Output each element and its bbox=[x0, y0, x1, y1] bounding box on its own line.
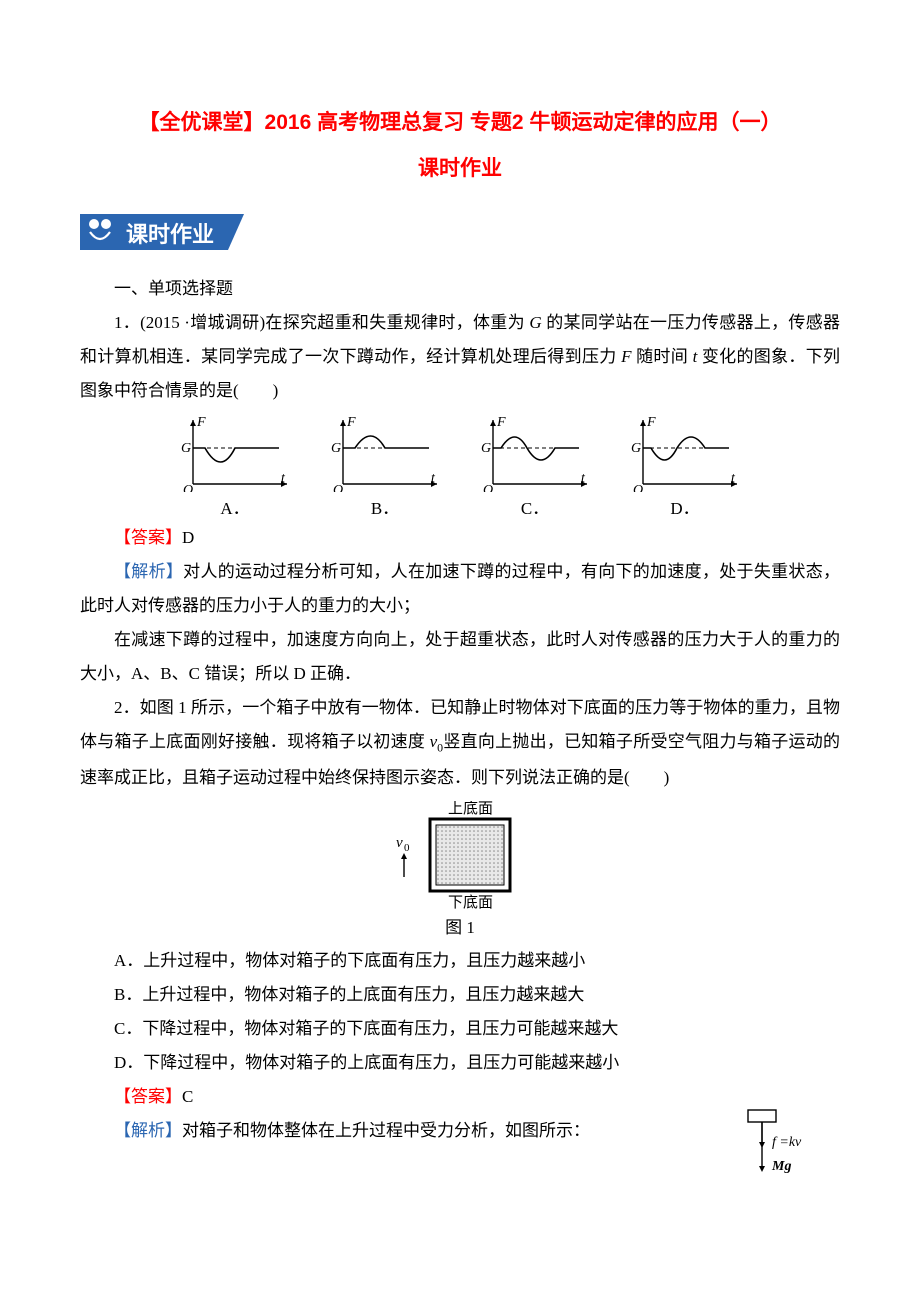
svg-text:O: O bbox=[483, 483, 493, 492]
q2-analysis: 【解析】对箱子和物体整体在上升过程中受力分析，如图所示： bbox=[80, 1114, 840, 1148]
q2-option-C: C．下降过程中，物体对箱子的下底面有压力，且压力可能越来越大 bbox=[80, 1012, 840, 1046]
page-title-line2: 课时作业 bbox=[80, 146, 840, 192]
svg-text:F: F bbox=[496, 415, 506, 430]
q2-answer: 【答案】C bbox=[80, 1080, 840, 1114]
q1-answer: 【答案】D bbox=[80, 521, 840, 555]
q1-analysis-text1: 对人的运动过程分析可知，人在加速下蹲的过程中，有向下的加速度，处于失重状态，此时… bbox=[80, 562, 840, 615]
section-header-icon bbox=[80, 214, 120, 250]
svg-text:F: F bbox=[346, 415, 356, 430]
q1-var-G: G bbox=[529, 313, 541, 332]
section-header-label: 课时作业 bbox=[120, 214, 228, 250]
q1-graph-B: F t G O B． bbox=[325, 414, 445, 519]
q2-option-A: A．上升过程中，物体对箱子的下底面有压力，且压力越来越小 bbox=[80, 944, 840, 978]
q2-stem: 2．如图 1 所示，一个箱子中放有一物体．已知静止时物体对下底面的压力等于物体的… bbox=[80, 691, 840, 794]
q2-option-B: B．上升过程中，物体对箱子的上底面有压力，且压力越来越大 bbox=[80, 978, 840, 1012]
axis-G-label: G bbox=[181, 441, 191, 456]
q1-answer-label: 【答案】 bbox=[114, 528, 182, 547]
q1-analysis-label: 【解析】 bbox=[114, 562, 183, 581]
q1-var-F: F bbox=[621, 347, 631, 366]
q1-stem-pre: 1．(2015 ·增城调研)在探究超重和失重规律时，体重为 bbox=[114, 313, 529, 332]
q1-graph-A-caption: A． bbox=[175, 494, 295, 519]
force-mg-label: Mg bbox=[771, 1159, 791, 1174]
q2-answer-label: 【答案】 bbox=[114, 1087, 182, 1106]
q2-fig-v-label: v bbox=[396, 835, 403, 851]
svg-text:G: G bbox=[631, 441, 641, 456]
section1-heading: 一、单项选择题 bbox=[80, 272, 840, 306]
svg-text:O: O bbox=[633, 483, 643, 492]
svg-text:O: O bbox=[333, 483, 343, 492]
section-header-tail bbox=[228, 214, 244, 250]
svg-text:F: F bbox=[646, 415, 656, 430]
q2-figure-caption: 图 1 bbox=[80, 913, 840, 938]
section-header: 课时作业 bbox=[80, 214, 840, 250]
q2-answer-value: C bbox=[182, 1087, 193, 1106]
q2-fig-top-label: 上底面 bbox=[448, 801, 493, 817]
q1-graph-C: F t G O C． bbox=[475, 414, 595, 519]
q1-analysis-p2: 在减速下蹲的过程中，加速度方向向上，处于超重状态，此时人对传感器的压力大于人的重… bbox=[80, 623, 840, 691]
q1-answer-value: D bbox=[182, 528, 194, 547]
q2-fig-v-sub: 0 bbox=[404, 842, 410, 854]
svg-text:G: G bbox=[331, 441, 341, 456]
q2-force-diagram: f =kv Mg bbox=[730, 1108, 840, 1198]
q2-analysis-label: 【解析】 bbox=[114, 1121, 182, 1140]
q2-option-D: D．下降过程中，物体对箱子的上底面有压力，且压力可能越来越小 bbox=[80, 1046, 840, 1080]
q1-graph-A: F t G O A． bbox=[175, 414, 295, 519]
q1-graph-C-caption: C． bbox=[475, 494, 595, 519]
q1-graph-D-caption: D． bbox=[625, 494, 745, 519]
q1-stem: 1．(2015 ·增城调研)在探究超重和失重规律时，体重为 G 的某同学站在一压… bbox=[80, 306, 840, 408]
q1-graph-B-caption: B． bbox=[325, 494, 445, 519]
q1-analysis-p1: 【解析】对人的运动过程分析可知，人在加速下蹲的过程中，有向下的加速度，处于失重状… bbox=[80, 555, 840, 623]
q2-analysis-text: 对箱子和物体整体在上升过程中受力分析，如图所示： bbox=[182, 1121, 590, 1140]
axis-O-label: O bbox=[183, 483, 193, 492]
q1-graphs-row: F t G O A． F t G O bbox=[80, 414, 840, 519]
q1-stem-mid2: 随时间 bbox=[632, 347, 693, 366]
q2-figure: 上底面 下底面 v 0 图 1 bbox=[80, 801, 840, 938]
page-title-line1: 【全优课堂】2016 高考物理总复习 专题2 牛顿运动定律的应用（一） bbox=[80, 100, 840, 146]
q1-graph-D: F t G O D． bbox=[625, 414, 745, 519]
force-f-label: f =kv bbox=[772, 1135, 802, 1150]
axis-F-label: F bbox=[196, 415, 206, 430]
svg-text:G: G bbox=[481, 441, 491, 456]
q2-fig-bottom-label: 下底面 bbox=[448, 894, 493, 911]
